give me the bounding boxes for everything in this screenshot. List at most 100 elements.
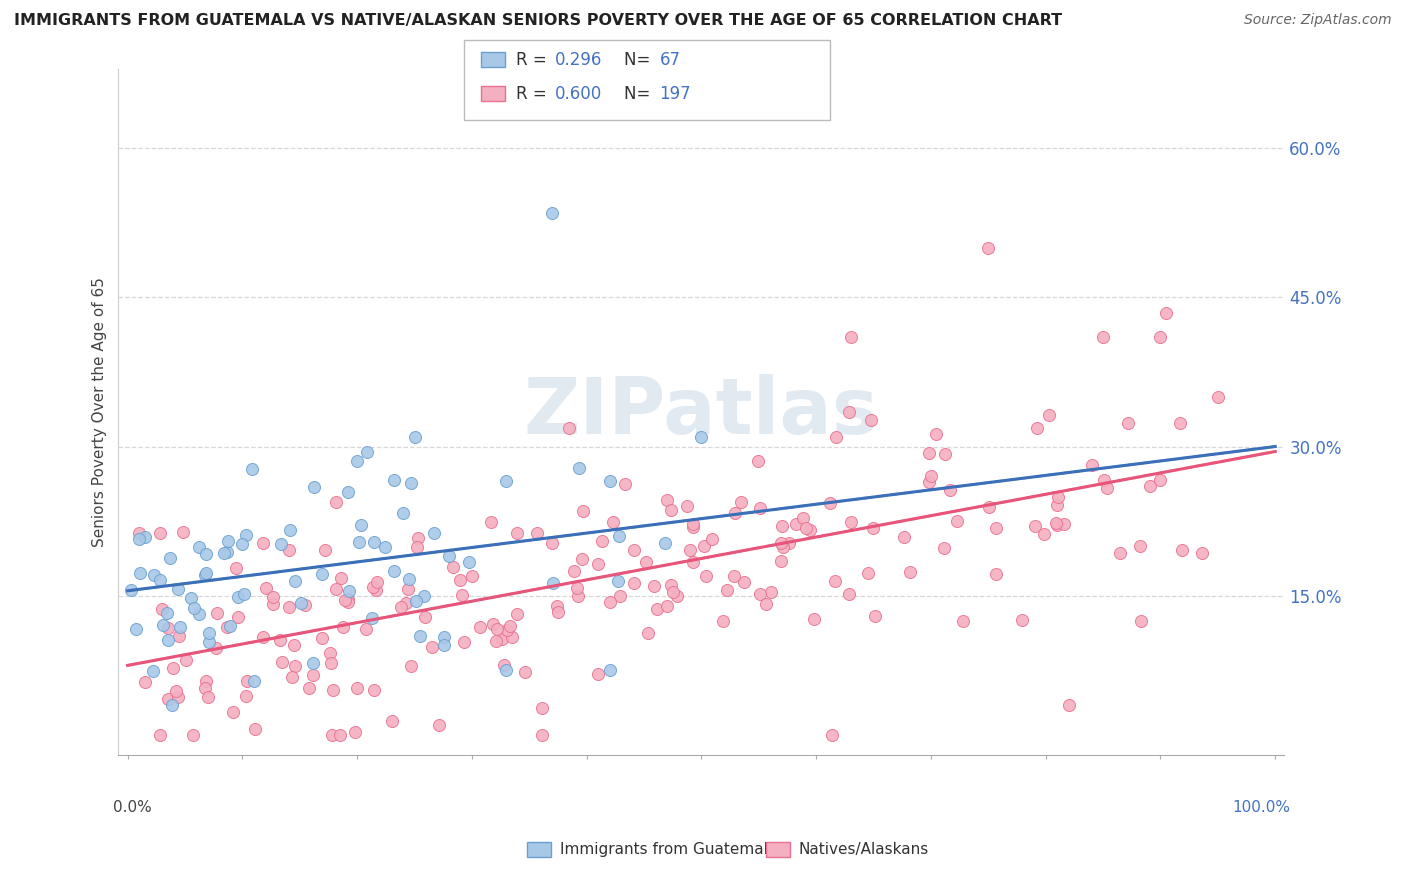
Point bbox=[1171, 542, 1194, 557]
Point bbox=[129, 566, 152, 581]
Point bbox=[531, 700, 554, 714]
Point bbox=[586, 558, 609, 572]
Point bbox=[799, 523, 821, 537]
Point bbox=[1129, 540, 1152, 554]
Point bbox=[149, 525, 172, 540]
Point bbox=[162, 661, 184, 675]
Point bbox=[262, 597, 284, 611]
Point bbox=[405, 540, 427, 554]
Point bbox=[479, 516, 502, 530]
Point bbox=[856, 566, 879, 581]
Point bbox=[226, 590, 249, 604]
Point bbox=[770, 519, 793, 533]
Point bbox=[356, 445, 378, 459]
Point bbox=[399, 659, 422, 673]
Point bbox=[318, 646, 340, 660]
Point bbox=[406, 531, 429, 545]
Point bbox=[501, 630, 523, 644]
Point bbox=[568, 461, 591, 475]
Point bbox=[311, 566, 333, 581]
Point bbox=[623, 542, 645, 557]
Point bbox=[336, 591, 359, 606]
Point bbox=[485, 634, 508, 648]
Point bbox=[290, 596, 312, 610]
Point bbox=[495, 664, 517, 678]
Point bbox=[343, 724, 366, 739]
Point bbox=[152, 617, 174, 632]
Point bbox=[409, 629, 432, 643]
Point bbox=[329, 728, 352, 742]
Point bbox=[682, 555, 704, 569]
Point bbox=[195, 674, 218, 689]
Point bbox=[361, 580, 384, 594]
Text: 0.296: 0.296 bbox=[555, 51, 603, 69]
Point bbox=[156, 606, 179, 620]
Point bbox=[770, 536, 793, 550]
Point bbox=[567, 589, 589, 603]
Point bbox=[934, 541, 956, 556]
Point bbox=[1116, 416, 1139, 430]
Point bbox=[361, 610, 384, 624]
Point bbox=[541, 575, 564, 590]
Point bbox=[283, 638, 305, 652]
Point bbox=[541, 206, 564, 220]
Point bbox=[188, 607, 211, 621]
Point bbox=[838, 587, 860, 601]
Point bbox=[654, 536, 676, 550]
Point bbox=[363, 683, 385, 698]
Point bbox=[225, 561, 247, 575]
Point bbox=[134, 530, 156, 544]
Point bbox=[404, 429, 426, 443]
Point bbox=[198, 626, 221, 640]
Y-axis label: Seniors Poverty Over the Age of 65: Seniors Poverty Over the Age of 65 bbox=[93, 277, 107, 547]
Point bbox=[256, 581, 278, 595]
Point bbox=[1092, 330, 1115, 344]
Point bbox=[506, 525, 529, 540]
Point bbox=[645, 602, 668, 616]
Point bbox=[198, 634, 221, 648]
Text: 67: 67 bbox=[659, 51, 681, 69]
Point bbox=[778, 536, 800, 550]
Text: R =: R = bbox=[516, 85, 553, 103]
Point bbox=[277, 599, 299, 614]
Point bbox=[607, 529, 630, 543]
Point bbox=[205, 606, 228, 620]
Point bbox=[278, 523, 301, 537]
Point bbox=[1149, 330, 1171, 344]
Text: 0.0%: 0.0% bbox=[112, 799, 152, 814]
Point bbox=[420, 640, 443, 655]
Point bbox=[347, 535, 370, 549]
Point bbox=[128, 532, 150, 546]
Point bbox=[693, 540, 716, 554]
Point bbox=[918, 446, 941, 460]
Point bbox=[659, 502, 682, 516]
Point bbox=[396, 582, 419, 596]
Point bbox=[546, 599, 568, 613]
Text: 0.600: 0.600 bbox=[555, 85, 603, 103]
Point bbox=[181, 728, 204, 742]
Point bbox=[599, 594, 621, 608]
Point bbox=[395, 596, 418, 610]
Point bbox=[1045, 516, 1067, 530]
Point bbox=[354, 622, 377, 636]
Point bbox=[661, 578, 683, 592]
Point bbox=[242, 674, 264, 689]
Text: 100.0%: 100.0% bbox=[1232, 799, 1291, 814]
Point bbox=[218, 618, 240, 632]
Point bbox=[252, 536, 274, 550]
Point bbox=[711, 615, 734, 629]
Point bbox=[142, 664, 165, 678]
Point bbox=[679, 543, 702, 558]
Point bbox=[860, 412, 883, 426]
Point bbox=[204, 641, 226, 656]
Point bbox=[917, 475, 939, 489]
Point bbox=[655, 492, 678, 507]
Point bbox=[284, 659, 307, 673]
Point bbox=[325, 582, 347, 596]
Point bbox=[794, 521, 817, 535]
Point bbox=[893, 530, 915, 544]
Point bbox=[433, 638, 456, 652]
Point bbox=[939, 483, 962, 498]
Point bbox=[363, 534, 385, 549]
Point bbox=[235, 527, 257, 541]
